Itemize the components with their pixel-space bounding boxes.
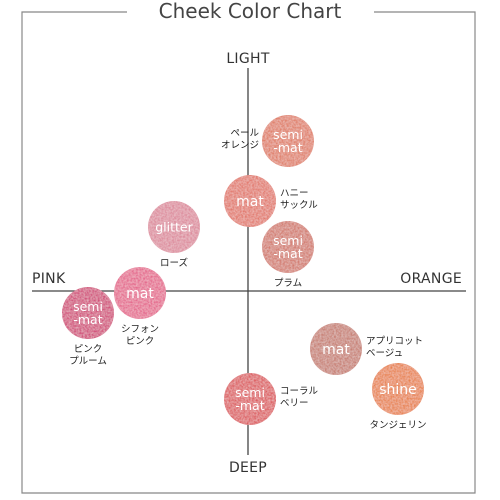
swatch-circle <box>224 373 276 425</box>
swatch-circle <box>372 363 424 415</box>
swatch-name-label: タンジェリン <box>369 420 426 431</box>
axis-label-orange: ORANGE <box>400 271 462 287</box>
swatch-name-label: シフォン <box>121 324 159 335</box>
swatch-circle <box>262 115 314 167</box>
swatch-circle <box>148 201 200 253</box>
swatch-finish-label: semi <box>273 127 303 142</box>
swatch-name-label: オレンジ <box>221 140 259 151</box>
swatch-name-label: ピンク <box>74 344 103 355</box>
swatch-name-label: ペール <box>230 128 259 139</box>
swatch: shine タンジェリン <box>369 363 427 431</box>
color-swatches: semi-matペールオレンジmatハニーサックルglitterローズsemi-… <box>62 115 427 431</box>
swatch-circle <box>224 175 276 227</box>
swatch-finish-label: glitter <box>155 219 193 234</box>
swatch-name-label: アプリコット <box>366 336 423 347</box>
swatch-finish-label: mat <box>322 342 350 358</box>
swatch-name-label: コーラル <box>280 386 319 397</box>
swatch-finish-label: -mat <box>235 398 264 413</box>
swatch-name-label: ベリー <box>280 398 309 409</box>
swatch-name-label: サックル <box>280 200 318 211</box>
swatch-finish-label: semi <box>235 385 265 400</box>
swatch-finish-label: mat <box>236 194 264 210</box>
swatch-finish-label: -mat <box>73 312 102 327</box>
swatch-finish-label: -mat <box>273 246 302 261</box>
axis-label-light: LIGHT <box>226 51 270 67</box>
swatch-name-label: ベージュ <box>366 348 403 359</box>
swatch-finish-label: mat <box>126 286 154 302</box>
swatch-circle <box>114 267 166 319</box>
swatch-name-label: ピンク <box>126 336 155 347</box>
swatch: glitter ローズ <box>148 201 200 269</box>
swatch-circle <box>262 221 314 273</box>
swatch-circle <box>62 287 114 339</box>
swatch-finish-label: shine <box>379 382 417 398</box>
axis-label-pink: PINK <box>32 271 66 287</box>
swatch-name-label: ローズ <box>160 257 189 269</box>
swatch-finish-label: semi <box>73 299 103 314</box>
swatch-finish-label: semi <box>273 233 303 248</box>
swatch-circle <box>310 323 362 375</box>
chart-frame <box>21 11 476 494</box>
swatch-finish-label: -mat <box>273 140 302 155</box>
swatch: semi-mat プラム <box>262 221 314 289</box>
swatch-name-label: ハニー <box>280 188 309 199</box>
chart-title: Cheek Color Chart <box>159 0 342 23</box>
axis-label-deep: DEEP <box>229 460 267 476</box>
swatch-name-label: プラム <box>274 278 302 289</box>
swatch-name-label: プルーム <box>69 356 107 367</box>
